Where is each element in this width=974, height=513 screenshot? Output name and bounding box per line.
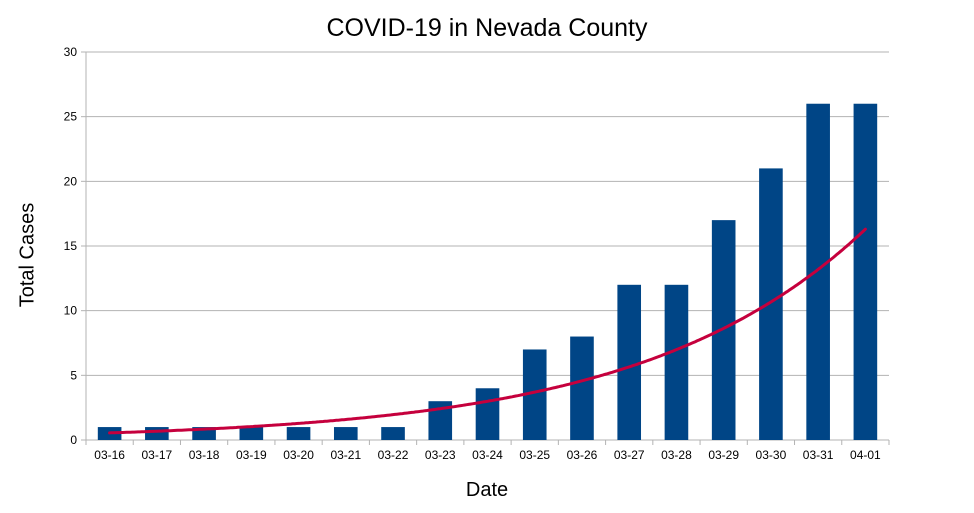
- y-tick-label: 15: [64, 239, 78, 253]
- bar: [617, 284, 642, 440]
- x-tick-label: 03-27: [614, 448, 645, 462]
- x-tick-label: 03-18: [189, 448, 220, 462]
- x-tick-label: 03-29: [708, 448, 739, 462]
- y-tick-label: 25: [64, 110, 78, 124]
- bar: [333, 427, 358, 440]
- trendline: [108, 227, 867, 435]
- bar: [806, 103, 830, 440]
- x-tick-label: 03-16: [94, 448, 125, 462]
- x-tick-label: 03-23: [425, 448, 456, 462]
- x-tick-label: 03-26: [567, 448, 598, 462]
- y-tick-label: 5: [70, 368, 77, 382]
- bar: [664, 284, 689, 440]
- bar: [381, 427, 405, 440]
- x-tick-label: 03-28: [661, 448, 692, 462]
- x-tick-label: 04-01: [850, 448, 881, 462]
- bar: [570, 336, 594, 440]
- x-axis-label: Date: [465, 479, 509, 501]
- x-tick-label: 03-17: [142, 448, 173, 462]
- bar: [711, 220, 736, 440]
- x-tick-label: 03-31: [803, 448, 834, 462]
- x-tick-label: 03-30: [756, 448, 787, 462]
- bars: [97, 103, 878, 440]
- x-tick-label: 03-24: [472, 448, 503, 462]
- bar: [853, 103, 878, 440]
- y-tick-label: 30: [64, 45, 78, 59]
- bar: [759, 168, 783, 440]
- trendline-path: [108, 227, 867, 435]
- bar: [145, 427, 169, 440]
- y-tick-label: 0: [70, 433, 77, 447]
- tick-labels: 0 5 10 15 20 25 30 03-16 03-17 03-18 03-19 03-20 03-…: [64, 45, 881, 462]
- y-tick-label: 10: [64, 304, 78, 318]
- x-tick-label: 03-22: [378, 448, 409, 462]
- bar: [286, 427, 311, 440]
- x-tick-label: 03-20: [283, 448, 314, 462]
- x-tick-label: 03-21: [330, 448, 361, 462]
- x-tick-label: 03-19: [236, 448, 267, 462]
- x-tick-label: 03-25: [519, 448, 550, 462]
- chart-title: COVID-19 in Nevada County: [326, 14, 648, 42]
- bar: [522, 349, 547, 440]
- y-tick-label: 20: [64, 174, 78, 188]
- bar: [239, 427, 264, 440]
- bar: [475, 388, 500, 440]
